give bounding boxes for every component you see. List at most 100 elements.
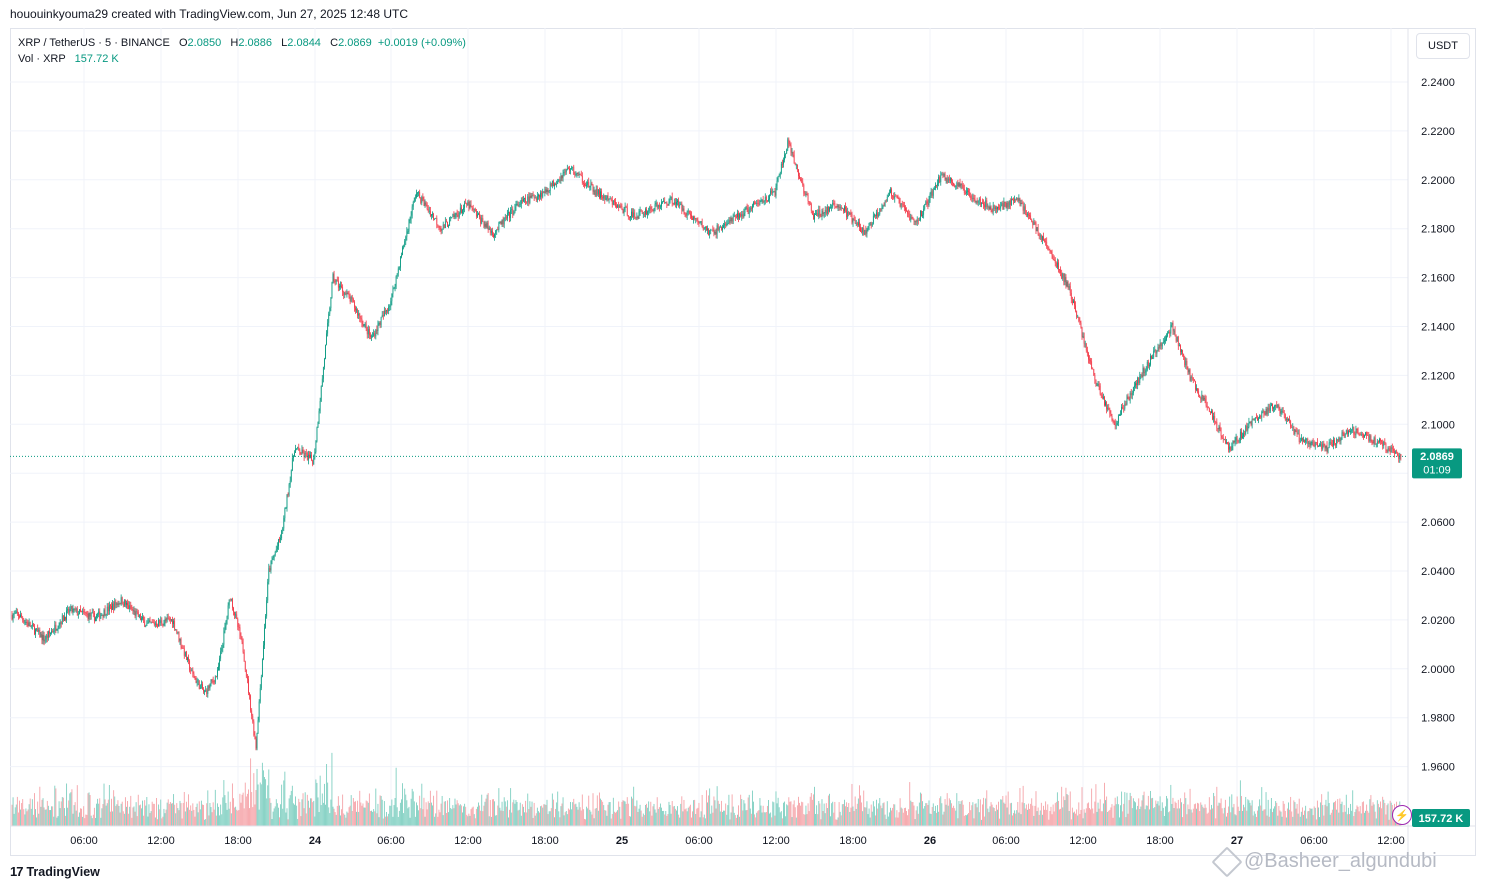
volume-bar (86, 814, 88, 826)
volume-bar (133, 806, 135, 826)
volume-bar (295, 796, 296, 826)
candle-body (1023, 206, 1025, 211)
volume-bar (1151, 798, 1152, 826)
volume-bar (375, 788, 377, 826)
candle-body (108, 605, 110, 612)
volume-bar (667, 814, 669, 826)
candle-body (701, 221, 703, 227)
candle-body (1180, 345, 1181, 352)
volume-bar (912, 802, 914, 826)
volume-bar (1165, 806, 1166, 826)
candle-body (483, 221, 485, 227)
candle-body (964, 193, 966, 194)
candle-body (536, 196, 538, 201)
candle-body (1213, 415, 1215, 420)
candle-body (715, 231, 717, 235)
volume-bar (1137, 805, 1139, 826)
volume-bar (1368, 812, 1370, 826)
candle-body (875, 214, 876, 216)
volume-bar (872, 801, 874, 826)
volume-bar (807, 803, 809, 826)
volume-bar (1380, 801, 1381, 826)
volume-bar (1167, 798, 1169, 826)
volume-bar (1181, 802, 1182, 826)
candle-body (890, 189, 891, 193)
lightning-icon[interactable]: ⚡ (1392, 805, 1412, 825)
volume-bar (1206, 813, 1208, 826)
candle-body (448, 225, 449, 227)
volume-bar (390, 805, 392, 826)
candle-body (324, 358, 325, 368)
candle-body (787, 139, 789, 150)
candle-body (417, 192, 418, 194)
volume-bar (1239, 780, 1241, 826)
volume-bar (1123, 803, 1125, 826)
candle-body (1233, 440, 1235, 443)
candle-body (1192, 377, 1194, 380)
volume-bar (575, 803, 577, 826)
candle-body (1346, 430, 1348, 435)
time-tick-label: 24 (309, 835, 322, 847)
candle-body (454, 215, 456, 217)
volume-bar (134, 811, 136, 826)
candle-body (368, 329, 370, 336)
volume-bar (842, 804, 844, 826)
candle-body (691, 215, 692, 219)
candle-body (447, 221, 448, 227)
candle-body (1364, 434, 1365, 438)
candle-body (871, 223, 873, 226)
volume-bar (1033, 815, 1035, 826)
volume-bar (565, 811, 567, 826)
candle-body (1390, 447, 1392, 453)
candle-body (728, 220, 730, 224)
volume-bar (1108, 810, 1110, 826)
tradingview-logo[interactable]: 17 TradingView (10, 864, 100, 879)
candle-body (371, 336, 372, 338)
candle-body (1040, 235, 1042, 241)
volume-bar (113, 790, 115, 826)
volume-label[interactable]: Vol · XRP (18, 53, 66, 65)
volume-bar (709, 788, 711, 826)
candle-body (840, 206, 842, 209)
candle-body (856, 223, 858, 226)
price-tick-label: 2.0200 (1421, 615, 1455, 627)
candle-body (892, 195, 894, 197)
volume-bar (1093, 813, 1095, 826)
candle-body (1104, 396, 1105, 406)
symbol-label[interactable]: XRP / TetherUS · 5 · BINANCE (18, 37, 170, 49)
volume-bar (1074, 811, 1075, 826)
volume-bar (795, 817, 797, 826)
volume-bar (72, 813, 74, 826)
candle-body (143, 617, 145, 621)
volume-bar (760, 805, 762, 826)
volume-bar (1144, 809, 1146, 826)
candle-body (54, 624, 56, 632)
candle-body (864, 230, 866, 235)
volume-bar (681, 796, 683, 826)
volume-bar (105, 805, 107, 826)
candle-body (1369, 435, 1371, 441)
volume-bar (1292, 816, 1294, 826)
volume-bar (999, 818, 1001, 826)
candle-body (149, 620, 151, 623)
volume-bar (214, 789, 216, 826)
volume-bar (151, 801, 153, 826)
volume-bar (729, 819, 731, 826)
candle-body (634, 212, 636, 218)
candle-body (1295, 430, 1297, 432)
volume-bar (1015, 813, 1017, 826)
candle-body (425, 202, 427, 205)
volume-bar (753, 801, 754, 826)
currency-button[interactable]: USDT (1416, 33, 1470, 59)
price-tick-label: 2.1600 (1421, 273, 1455, 285)
volume-bar (639, 804, 641, 826)
candle-body (838, 205, 840, 208)
candle-body (661, 202, 662, 207)
volume-bar (56, 817, 58, 826)
candle-body (699, 222, 701, 224)
candle-body (946, 177, 948, 183)
candle-body (397, 268, 399, 274)
volume-bar (1090, 809, 1092, 826)
candle-body (499, 222, 501, 223)
